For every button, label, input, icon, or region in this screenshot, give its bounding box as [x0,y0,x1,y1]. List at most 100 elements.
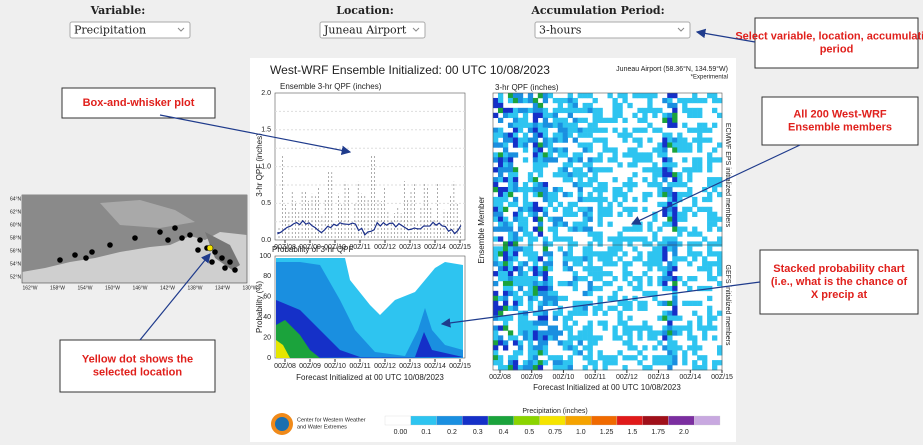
heatmap-cell [493,187,498,192]
x-tick-label: 00Z/15 [449,363,471,370]
heatmap-cell [538,123,543,128]
map-site [132,235,138,241]
heatmap-cell [558,108,563,113]
heatmap-cell [717,311,722,316]
heatmap-cell [672,266,677,271]
heatmap-cell [662,276,667,281]
heatmap-cell [632,197,637,202]
heatmap-cell [697,321,702,326]
heatmap-cell [702,325,707,330]
heatmap-cell [503,138,508,143]
heatmap-cell [543,236,548,241]
heatmap-cell [493,103,498,108]
heatmap-cell [518,212,523,217]
heatmap-cell [627,133,632,138]
heatmap-cell [617,212,622,217]
heatmap-cell [692,360,697,365]
heatmap-cell [647,152,652,157]
heatmap-cell [642,236,647,241]
heatmap-cell [543,128,548,133]
heatmap-cell [692,212,697,217]
heatmap-cell [608,236,613,241]
heatmap-cell [657,108,662,113]
heatmap-cell [598,187,603,192]
heatmap-cell [583,345,588,350]
heatmap-cell [612,197,617,202]
heatmap-cell [632,276,637,281]
heatmap-cell [682,182,687,187]
heatmap-cell [687,142,692,147]
heatmap-cell [588,123,593,128]
heatmap-cell [523,360,528,365]
heatmap-cell [513,108,518,113]
heatmap-cell [593,187,598,192]
heatmap-cell [672,355,677,360]
map-lon-label: 134°W [215,285,230,291]
logo-text: and Water Extremes [297,424,347,430]
heatmap-cell [672,340,677,345]
heatmap-cell [657,227,662,232]
heatmap-cell [667,276,672,281]
heatmap-cell [637,281,642,286]
heatmap-cell [533,271,538,276]
heatmap-cell [513,355,518,360]
heatmap-cell [667,286,672,291]
heatmap-cell [498,197,503,202]
heatmap-cell [672,316,677,321]
heatmap-cell [603,271,608,276]
heatmap-cell [682,167,687,172]
heatmap-cell [583,335,588,340]
heatmap-cell [657,316,662,321]
heatmap-cell [578,311,583,316]
heatmap-cell [707,246,712,251]
heatmap-cell [598,157,603,162]
heatmap-cell [593,360,598,365]
heatmap-cell [712,217,717,222]
heatmap-cell [637,152,642,157]
heatmap-cell [503,227,508,232]
heatmap-cell [533,202,538,207]
heatmap-cell [508,192,513,197]
heatmap-cell [513,350,518,355]
heatmap-cell [593,286,598,291]
y-tick-label: 0 [267,355,271,362]
heatmap-cell [513,266,518,271]
heatmap-cell [612,118,617,123]
heatmap-cell [548,217,553,222]
heatmap-cell [598,197,603,202]
heatmap-cell [598,306,603,311]
heatmap-cell [627,162,632,167]
heatmap-cell [622,133,627,138]
heatmap-cell [598,207,603,212]
heatmap-cell [642,306,647,311]
heatmap-cell [568,157,573,162]
heatmap-cell [707,261,712,266]
heatmap-cell [578,340,583,345]
map-lon-label: 154°W [77,285,92,291]
heatmap-cell [632,236,637,241]
heatmap-cell [682,138,687,143]
heatmap-cell [523,197,528,202]
heatmap-cell [667,113,672,118]
heatmap-cell [493,301,498,306]
heatmap-cell [503,286,508,291]
x-tick-label: 00Z/14 [424,363,446,370]
heatmap-cell [533,177,538,182]
heatmap-cell [493,251,498,256]
heatmap-cell [702,266,707,271]
heatmap-cell [518,93,523,98]
colorbar-swatch [591,416,617,425]
heatmap-cell [543,157,548,162]
heatmap-cell [503,271,508,276]
heatmap-cell [677,212,682,217]
heatmap-cell [498,108,503,113]
heatmap-cell [578,167,583,172]
x-tick-label: 00Z/09 [521,374,543,381]
heatmap-cell [553,296,558,301]
heatmap-cell [612,113,617,118]
heatmap-cell [697,157,702,162]
heatmap-cell [523,291,528,296]
heatmap-cell [707,162,712,167]
heatmap-cell [608,251,613,256]
heatmap-cell [538,321,543,326]
